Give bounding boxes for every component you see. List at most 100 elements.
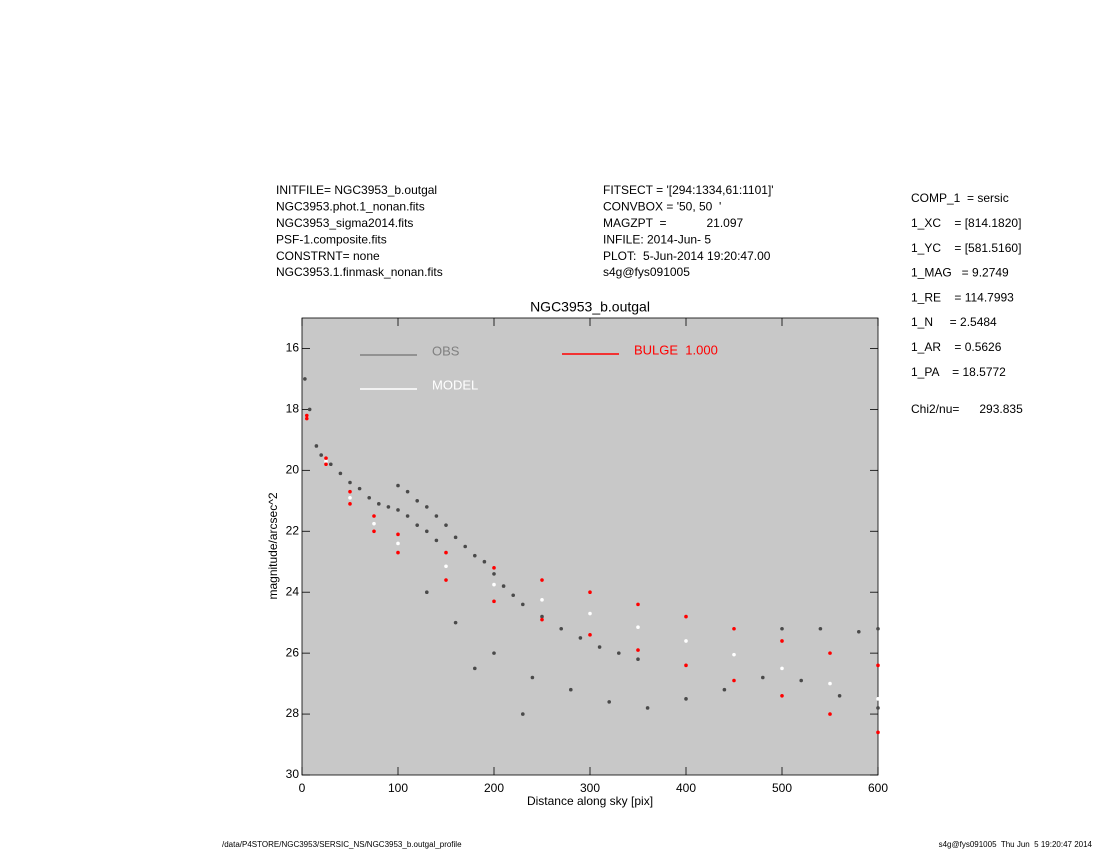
data-point bbox=[425, 505, 429, 509]
data-point bbox=[305, 413, 309, 418]
data-point bbox=[636, 657, 640, 662]
data-point bbox=[597, 645, 602, 649]
data-point bbox=[799, 678, 803, 683]
data-point bbox=[367, 495, 372, 500]
data-point bbox=[780, 666, 784, 671]
data-point bbox=[319, 453, 324, 457]
data-point bbox=[876, 706, 880, 710]
y-tick-label: 22 bbox=[286, 523, 300, 537]
data-point bbox=[348, 489, 352, 494]
x-tick-label: 600 bbox=[868, 781, 888, 795]
data-point bbox=[837, 693, 842, 698]
data-point bbox=[857, 630, 861, 634]
data-point bbox=[405, 514, 410, 518]
data-point bbox=[530, 675, 535, 680]
data-point bbox=[434, 538, 439, 543]
data-point bbox=[540, 598, 544, 602]
data-point bbox=[761, 675, 765, 680]
data-point bbox=[501, 584, 506, 588]
data-point bbox=[396, 532, 400, 537]
data-point bbox=[463, 544, 468, 549]
x-tick-label: 100 bbox=[388, 781, 408, 795]
data-point bbox=[492, 572, 496, 576]
data-point bbox=[453, 620, 458, 625]
parameter-line: 1_MAG = 9.2749 bbox=[911, 266, 1009, 280]
data-point bbox=[540, 614, 544, 619]
data-point bbox=[314, 444, 319, 448]
data-point bbox=[324, 462, 328, 467]
x-tick-label: 300 bbox=[580, 781, 600, 795]
header-middle-line: CONVBOX = '50, 50 ' bbox=[603, 200, 721, 214]
chart-title: NGC3953_b.outgal bbox=[530, 299, 650, 315]
y-tick-label: 28 bbox=[286, 706, 300, 720]
data-point bbox=[540, 578, 544, 582]
header-middle-line: FITSECT = '[294:1334,61:1101]' bbox=[603, 183, 774, 197]
chi2: Chi2/nu= 293.835 bbox=[911, 402, 1023, 416]
parameter-line: 1_YC = [581.5160] bbox=[911, 241, 1021, 255]
footer-left: /data/P4STORE/NGC3953/SERSIC_NS/NGC3953_… bbox=[222, 840, 462, 849]
data-point bbox=[482, 559, 487, 564]
data-point bbox=[473, 666, 477, 671]
parameter-line: 1_XC = [814.1820] bbox=[911, 216, 1021, 230]
plot-area bbox=[301, 317, 879, 776]
data-point bbox=[473, 553, 477, 558]
data-point bbox=[617, 651, 621, 655]
data-point bbox=[828, 712, 832, 716]
data-point bbox=[415, 523, 420, 527]
data-point bbox=[876, 730, 880, 735]
data-point bbox=[357, 486, 362, 491]
data-point bbox=[396, 541, 400, 546]
data-point bbox=[396, 483, 400, 488]
header-middle-line: MAGZPT = 21.097 bbox=[603, 216, 743, 230]
data-point bbox=[569, 687, 573, 692]
data-point bbox=[329, 462, 333, 467]
header-left-line: NGC3953_sigma2014.fits bbox=[276, 216, 413, 230]
data-point bbox=[636, 648, 640, 652]
x-axis-label: Distance along sky [pix] bbox=[527, 794, 653, 808]
parameter-line: 1_RE = 114.7993 bbox=[911, 290, 1014, 304]
y-tick-label: 30 bbox=[286, 767, 300, 781]
data-point bbox=[780, 626, 784, 631]
data-point bbox=[876, 626, 880, 631]
data-point bbox=[876, 663, 880, 668]
legend-label: BULGE 1.000 bbox=[634, 342, 718, 357]
data-point bbox=[303, 377, 307, 381]
data-point bbox=[348, 502, 352, 506]
data-point bbox=[521, 602, 525, 607]
y-tick-label: 18 bbox=[286, 402, 300, 416]
data-point bbox=[372, 529, 376, 534]
data-point bbox=[434, 514, 439, 518]
y-tick-label: 26 bbox=[286, 645, 300, 659]
data-point bbox=[876, 697, 880, 701]
y-tick-label: 24 bbox=[286, 584, 300, 598]
data-point bbox=[453, 535, 458, 540]
data-point bbox=[732, 652, 736, 657]
data-point bbox=[492, 651, 496, 655]
data-point bbox=[722, 687, 727, 692]
data-point bbox=[372, 521, 376, 526]
data-point bbox=[780, 639, 784, 643]
data-point bbox=[636, 625, 640, 630]
data-point bbox=[396, 550, 400, 555]
data-point bbox=[444, 523, 448, 527]
data-point bbox=[588, 611, 592, 616]
header-left-line: CONSTRNT= none bbox=[276, 249, 380, 263]
data-point bbox=[307, 407, 312, 412]
data-point bbox=[324, 459, 328, 463]
data-point bbox=[324, 456, 328, 460]
data-point bbox=[444, 564, 448, 569]
data-point bbox=[425, 590, 429, 594]
data-point bbox=[415, 499, 420, 503]
header-middle-line: INFILE: 2014-Jun- 5 bbox=[603, 232, 711, 246]
parameter-line: 1_N = 2.5484 bbox=[911, 315, 997, 329]
data-point bbox=[588, 590, 592, 594]
data-point bbox=[818, 626, 823, 631]
data-point bbox=[338, 471, 343, 476]
header-left-line: NGC3953.phot.1_nonan.fits bbox=[276, 200, 425, 214]
data-point bbox=[372, 514, 376, 518]
data-point bbox=[684, 614, 688, 619]
data-point bbox=[588, 633, 592, 637]
y-tick-label: 20 bbox=[286, 463, 300, 477]
header-left-line: PSF-1.composite.fits bbox=[276, 232, 387, 246]
legend-label: OBS bbox=[432, 343, 460, 358]
